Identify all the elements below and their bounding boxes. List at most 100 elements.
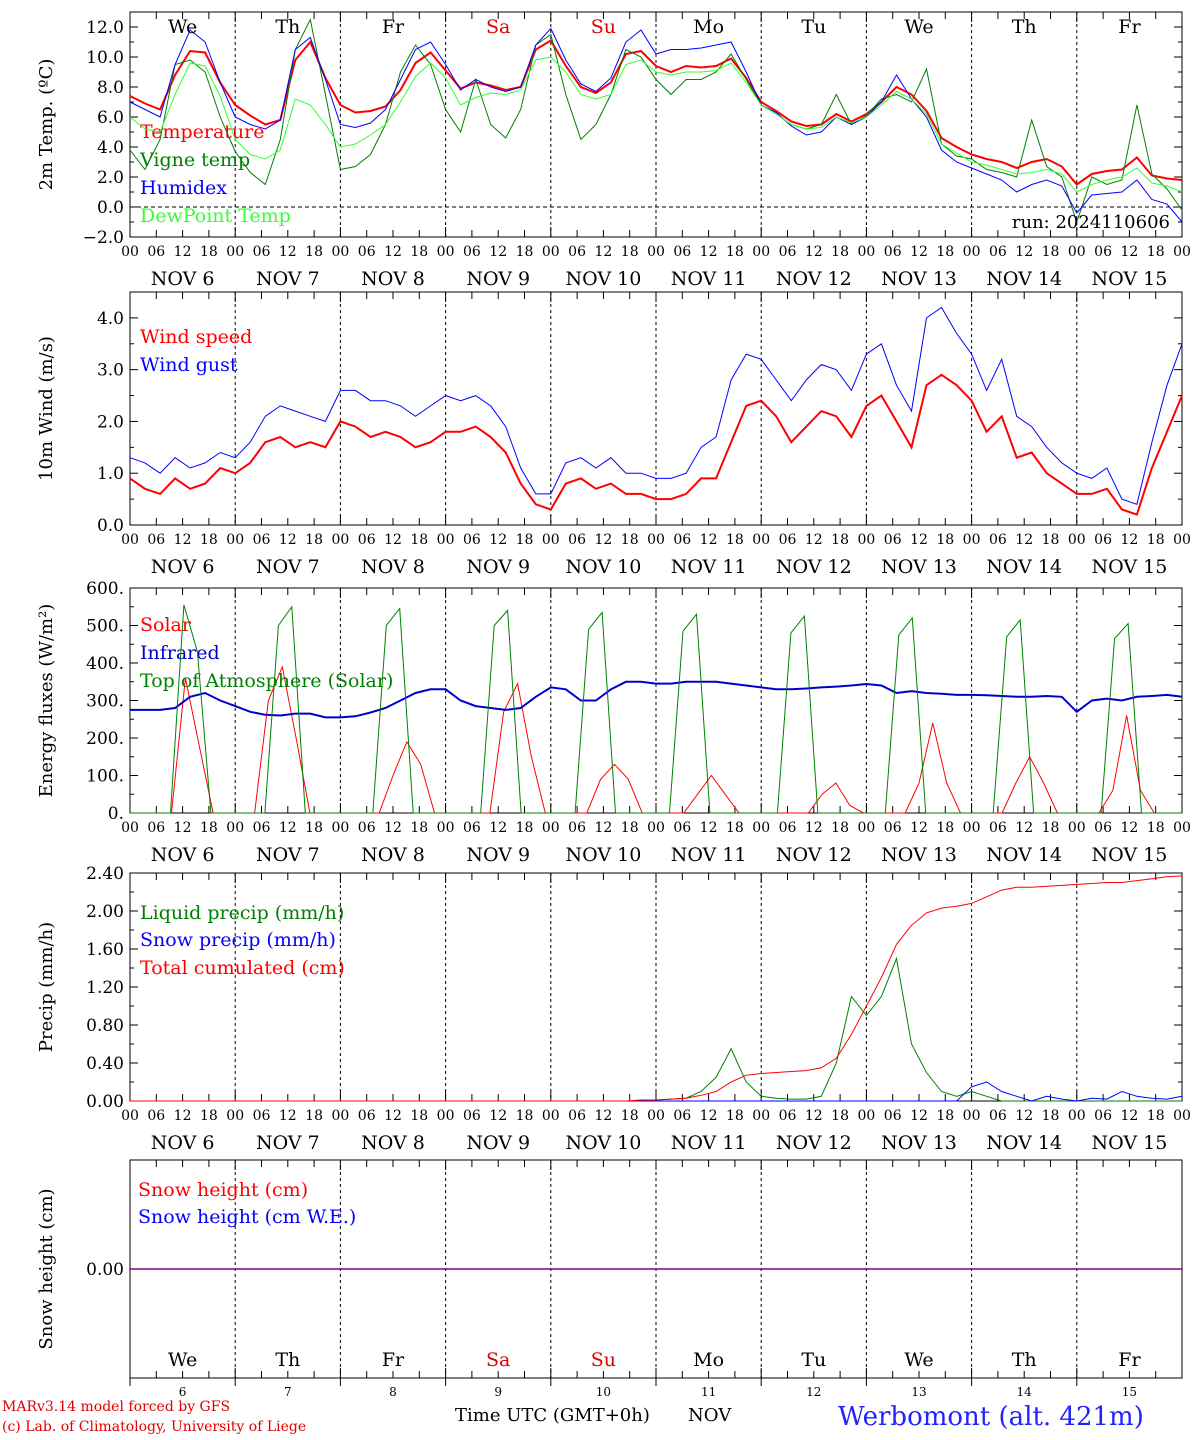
date-label: NOV 13: [881, 556, 957, 578]
date-label: NOV 14: [986, 268, 1062, 290]
date-label: NOV 9: [466, 268, 530, 290]
y-tick-label: 1.60: [86, 940, 124, 960]
hour-label: 18: [200, 1108, 218, 1124]
x-axis-month: NOV: [688, 1405, 732, 1426]
y-tick-label: 1.0: [97, 464, 124, 484]
hour-label: 00: [542, 820, 560, 836]
hour-label: 12: [1015, 1108, 1033, 1124]
y-axis-label: 2m Temp. (ºC): [36, 59, 57, 191]
weekday-label: Sa: [486, 1349, 510, 1371]
weekday-label: Th: [1012, 16, 1037, 38]
weekday-label: Fr: [382, 16, 405, 38]
lab-credit: (c) Lab. of Climatology, University of L…: [2, 1419, 307, 1435]
hour-label: 12: [174, 1108, 192, 1124]
hour-label: 06: [253, 820, 271, 836]
legend-label: Solar: [140, 614, 192, 636]
hour-label: 18: [726, 1108, 744, 1124]
hour-label: 00: [437, 1108, 455, 1124]
y-tick-label: 2.00: [86, 902, 124, 922]
date-label: NOV 12: [776, 556, 852, 578]
panel-5: 0.00 Snow height (cm) Snow height (cm) Snow…: [36, 1159, 1183, 1399]
series-line: [129, 373, 1183, 516]
legend-label: Wind speed: [140, 326, 252, 348]
hour-label: 06: [253, 1108, 271, 1124]
hour-label: 00: [857, 532, 875, 548]
y-tick-label: 0.0: [97, 198, 124, 218]
hour-label: 18: [936, 532, 954, 548]
date-label: NOV 12: [776, 1132, 852, 1154]
date-label: NOV 6: [151, 268, 215, 290]
hour-label: 06: [1094, 1108, 1112, 1124]
hour-label: 06: [779, 1108, 797, 1124]
date-label: 6: [179, 1385, 187, 1399]
hour-label: 06: [568, 820, 586, 836]
hour-label: 12: [174, 244, 192, 260]
hour-label: 00: [1068, 1108, 1086, 1124]
hour-label: 00: [437, 532, 455, 548]
hour-label: 00: [121, 532, 139, 548]
hour-label: 18: [1147, 1108, 1165, 1124]
y-tick-label: 2.0: [97, 412, 124, 432]
hour-label: 18: [726, 244, 744, 260]
hour-label: 06: [253, 244, 271, 260]
hour-label: 00: [963, 244, 981, 260]
hour-label: 12: [489, 532, 507, 548]
hour-label: 18: [410, 532, 428, 548]
hour-label: 18: [936, 244, 954, 260]
y-tick-label: 100.: [86, 767, 124, 787]
date-label: NOV 13: [881, 844, 957, 866]
weekday-label: Mo: [693, 1349, 724, 1371]
date-label: 14: [1017, 1385, 1033, 1399]
y-tick-label: 0.: [108, 804, 124, 824]
weekday-label: We: [168, 16, 197, 38]
y-tick-label: 4.0: [97, 309, 124, 329]
weekday-label: We: [904, 16, 933, 38]
panel-2: 4.0 3.0 2.0 1.0 0.0 10m Wind (m/s) Wind speed W…: [36, 291, 1191, 578]
date-label: NOV 11: [671, 844, 747, 866]
hour-label: 18: [410, 244, 428, 260]
model-credit: MARv3.14 model forced by GFS: [2, 1399, 231, 1415]
y-tick-label: −2.0: [83, 228, 124, 248]
hour-label: 00: [963, 820, 981, 836]
date-label: NOV 14: [986, 1132, 1062, 1154]
weekday-label: Th: [275, 1349, 300, 1371]
y-axis-label: Energy fluxes (W/m²): [36, 604, 57, 798]
hour-label: 06: [673, 1108, 691, 1124]
date-label: NOV 10: [565, 268, 641, 290]
date-label: 11: [701, 1385, 716, 1399]
legend-label: Wind gust: [140, 354, 238, 376]
hour-label: 06: [1094, 820, 1112, 836]
y-tick-label: 4.0: [97, 138, 124, 158]
hour-label: 06: [1094, 532, 1112, 548]
hour-label: 12: [805, 820, 823, 836]
hour-label: 00: [857, 244, 875, 260]
date-label: 15: [1122, 1385, 1137, 1399]
hour-label: 18: [305, 532, 323, 548]
weekday-label: Fr: [1118, 16, 1141, 38]
hour-label: 18: [831, 532, 849, 548]
hour-label: 00: [752, 1108, 770, 1124]
hour-label: 12: [1015, 532, 1033, 548]
hour-label: 12: [805, 532, 823, 548]
hour-label: 06: [884, 1108, 902, 1124]
hour-label: 12: [910, 244, 928, 260]
hour-label: 18: [305, 244, 323, 260]
date-label: NOV 15: [1091, 268, 1167, 290]
hour-label: 12: [1015, 820, 1033, 836]
date-label: NOV 12: [776, 844, 852, 866]
date-label: NOV 9: [466, 556, 530, 578]
weekday-label: Su: [591, 1349, 616, 1371]
hour-label: 00: [121, 820, 139, 836]
weekday-label: Fr: [382, 1349, 405, 1371]
hour-label: 06: [463, 244, 481, 260]
hour-label: 06: [147, 820, 165, 836]
hour-label: 12: [594, 244, 612, 260]
y-axis-label: 10m Wind (m/s): [36, 336, 57, 481]
hour-label: 06: [147, 532, 165, 548]
legend-label: Snow height (cm): [138, 1179, 308, 1201]
hour-label: 06: [673, 244, 691, 260]
legend-label: Snow height (cm W.E.): [138, 1206, 356, 1228]
run-annotation: run: 2024110606: [1012, 212, 1170, 233]
hour-label: 00: [1173, 244, 1191, 260]
hour-label: 00: [226, 532, 244, 548]
